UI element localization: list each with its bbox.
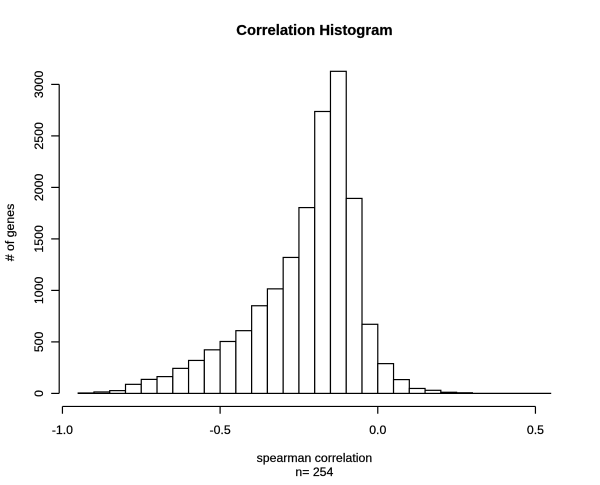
svg-text:# of genes: # of genes [3,204,17,261]
svg-text:Correlation Histogram: Correlation Histogram [236,23,392,39]
svg-text:0: 0 [32,390,46,397]
svg-text:1000: 1000 [32,277,46,305]
svg-text:2500: 2500 [32,122,46,150]
svg-text:0.0: 0.0 [369,423,386,437]
svg-text:-0.5: -0.5 [210,423,231,437]
svg-text:-1.0: -1.0 [52,423,73,437]
svg-text:2000: 2000 [32,174,46,202]
svg-text:500: 500 [32,331,46,352]
svg-text:1500: 1500 [32,225,46,253]
svg-text:3000: 3000 [32,71,46,99]
svg-text:0.5: 0.5 [527,423,544,437]
svg-text:spearman correlation: spearman correlation [257,451,373,465]
svg-text:n= 254: n= 254 [295,465,333,479]
